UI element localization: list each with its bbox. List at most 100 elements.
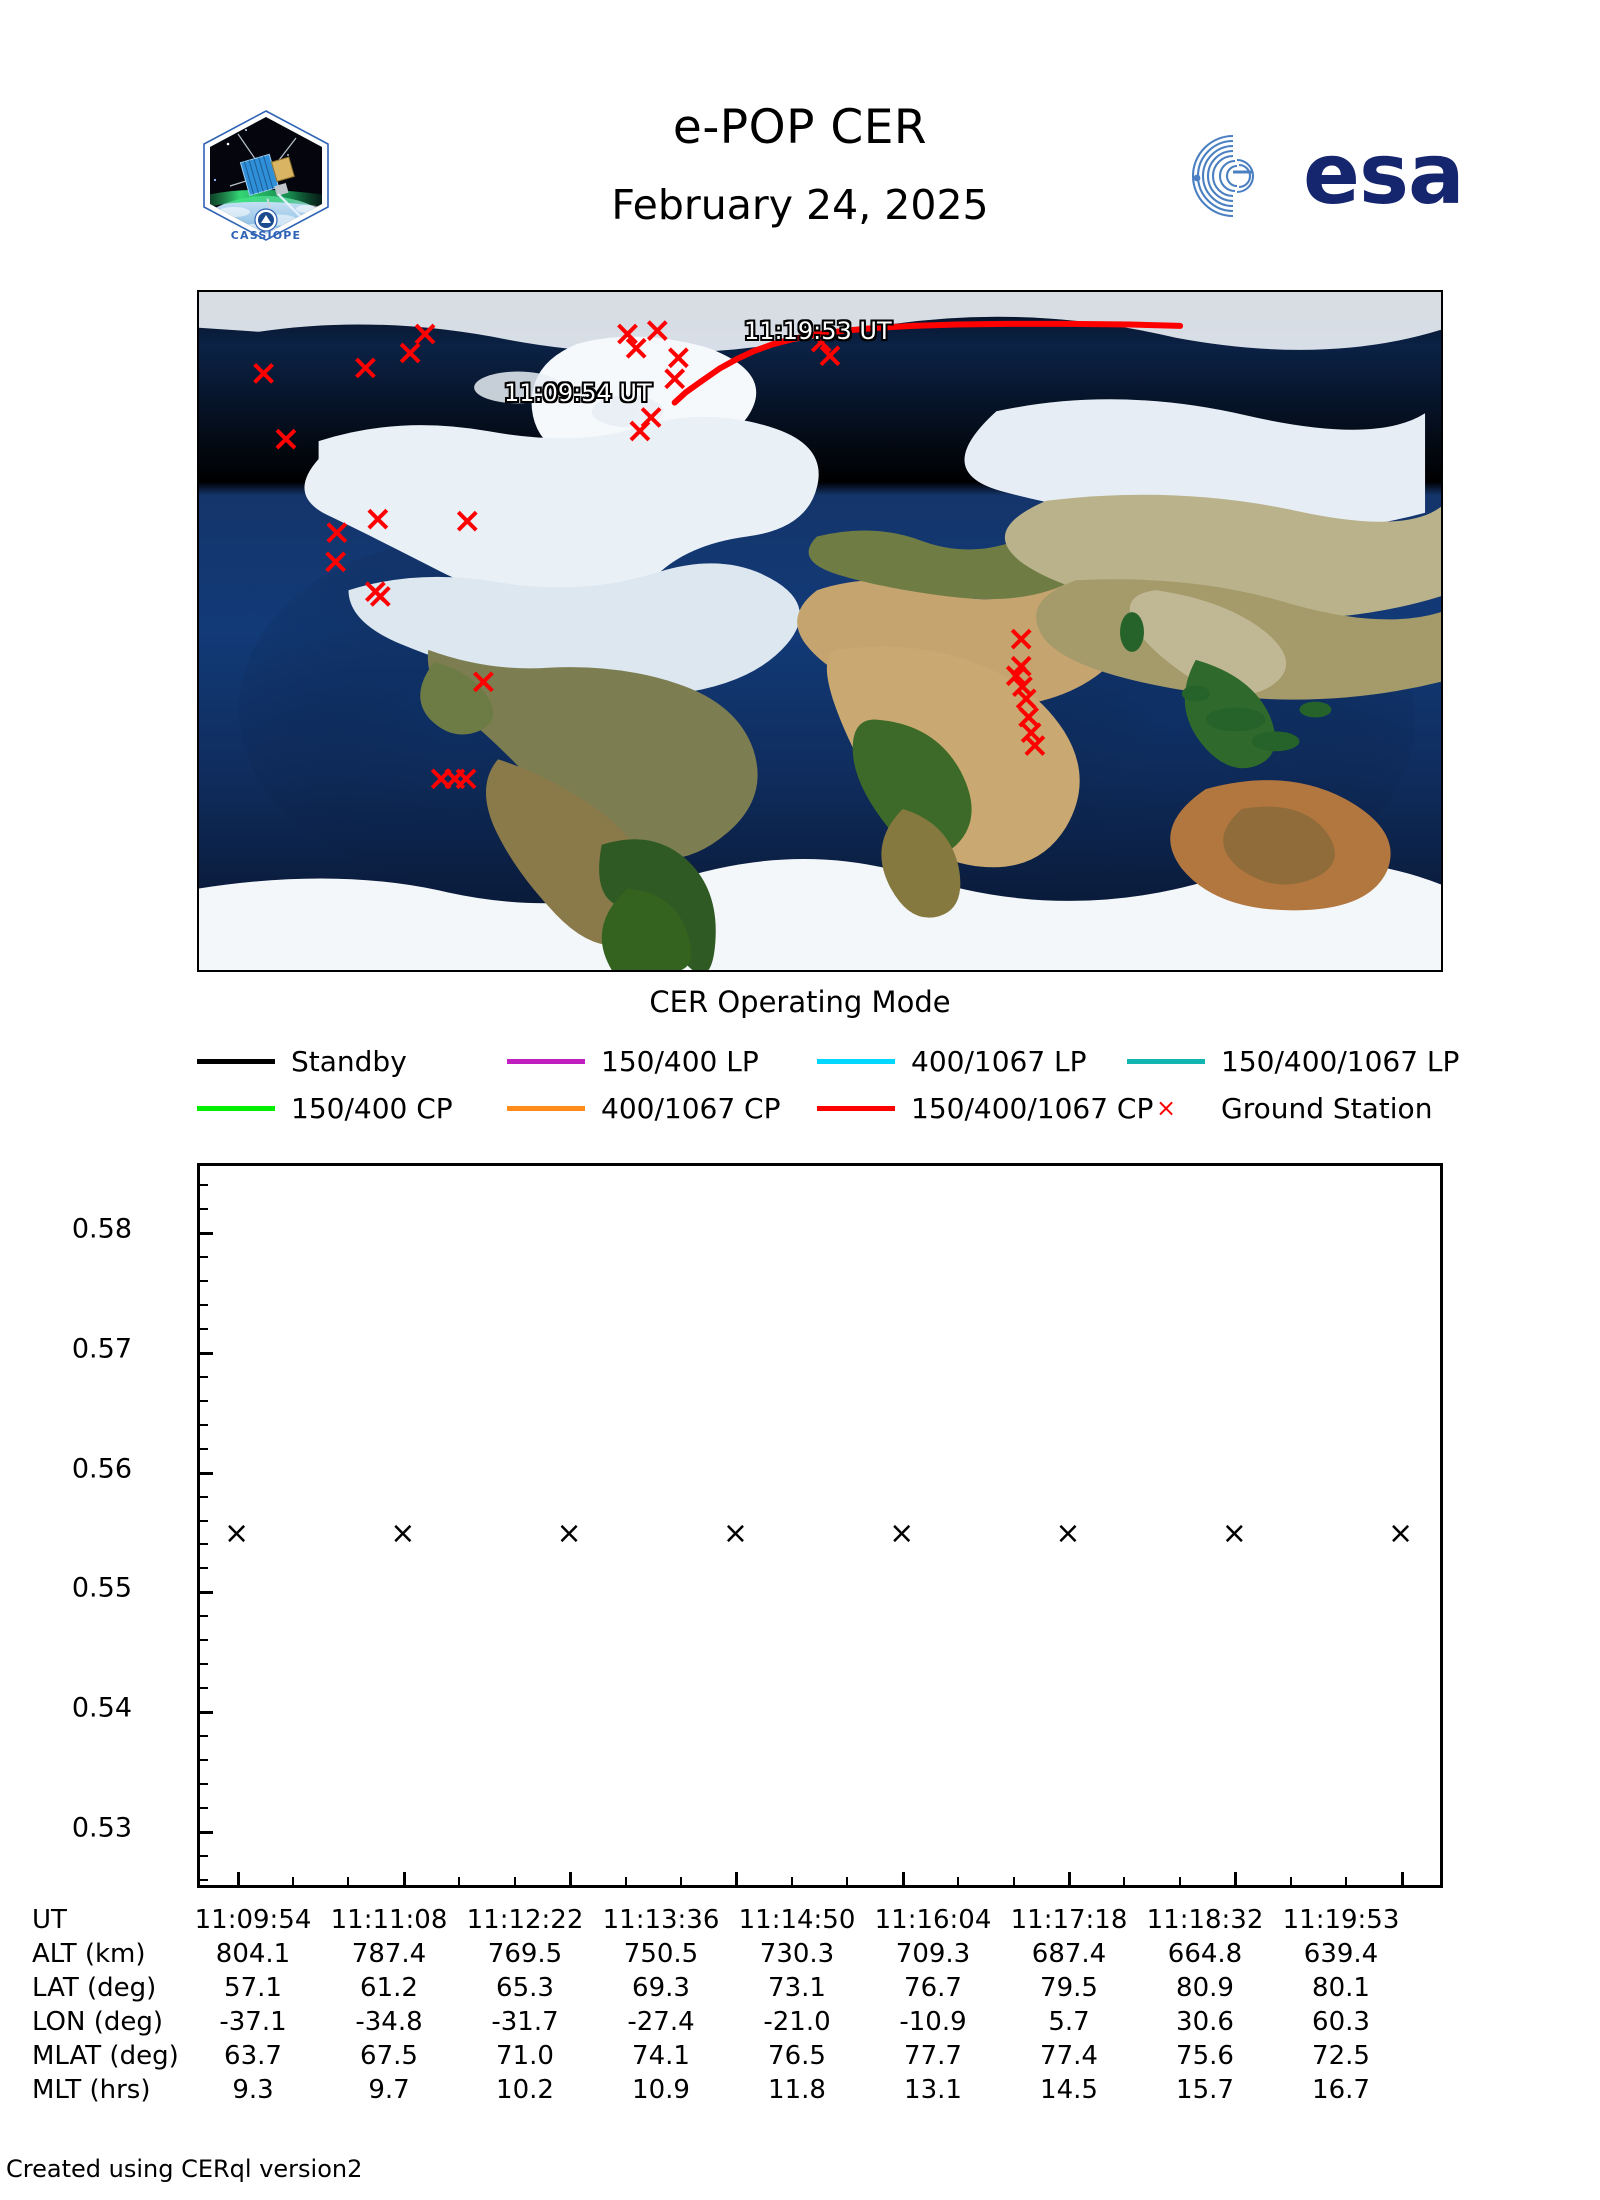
table-cell: 11:13:36 — [602, 1905, 720, 1935]
table-row: MLT (hrs) 9.3 9.7 10.2 10.9 11.8 13.1 14.5 15.7 1… — [0, 2075, 1600, 2106]
table-cell: 60.3 — [1312, 2007, 1370, 2037]
table-cell: 14.5 — [1040, 2075, 1098, 2105]
table-row: ALT (km) 804.1 787.4 769.5 750.5 730.3 709.3 68… — [0, 1939, 1600, 1970]
table-cell: 67.5 — [360, 2041, 418, 2071]
legend-label: 400/1067 CP — [601, 1091, 781, 1125]
ground-track-overlay — [253, 320, 1184, 790]
table-cell: 10.9 — [632, 2075, 690, 2105]
table-cell: -21.0 — [763, 2007, 831, 2037]
ground-station-marker-icon — [1018, 706, 1040, 728]
x-axis-minor-tick — [1123, 1877, 1126, 1885]
table-row-label: ALT (km) — [32, 1939, 146, 1969]
x-axis-minor-tick — [1345, 1877, 1348, 1885]
ground-station-marker-icon — [1024, 735, 1046, 756]
table-cell: 57.1 — [224, 1973, 282, 2003]
legend-item-400-1067-cp: 400/1067 CP — [507, 1087, 780, 1129]
table-cell: 769.5 — [487, 1939, 563, 1969]
y-axis-minor-tick — [200, 1303, 208, 1306]
y-axis-minor-tick — [200, 1543, 208, 1546]
y-axis-minor-tick — [200, 1735, 208, 1738]
legend-item-standby: Standby — [197, 1040, 407, 1082]
ground-station-marker-icon — [629, 420, 651, 442]
legend-color-swatch — [817, 1058, 895, 1064]
ground-station-marker-icon — [819, 345, 841, 367]
ground-track-map[interactable]: 11:09:54 UT 11:19:53 UT — [197, 290, 1443, 972]
table-cell: 30.6 — [1176, 2007, 1234, 2037]
cer-current-plot[interactable]: × × × × × × × × — [197, 1163, 1443, 1888]
table-cell: 11:09:54 — [194, 1905, 312, 1935]
y-axis-minor-tick — [200, 1807, 208, 1810]
y-axis-tick-label: 0.53 — [71, 1812, 132, 1844]
x-axis-major-tick — [402, 1872, 406, 1885]
data-point-marker: × — [889, 1515, 915, 1551]
y-axis-major-tick — [200, 1231, 213, 1235]
table-row: MLAT (deg) 63.7 67.5 71.0 74.1 76.5 77.7 77.4 75… — [0, 2041, 1600, 2072]
ground-station-marker-icon — [455, 768, 477, 790]
table-row: LON (deg) -37.1 -34.8 -31.7 -27.4 -21.0 -10.9 5… — [0, 2007, 1600, 2038]
table-cell: 73.1 — [768, 1973, 826, 2003]
x-axis-major-tick — [569, 1872, 573, 1885]
y-axis-major-tick — [200, 1711, 213, 1715]
ground-station-marker-icon — [456, 510, 478, 532]
y-axis-tick-label: 0.56 — [71, 1453, 132, 1485]
legend-item-150-400-1067-lp: 150/400/1067 LP — [1127, 1040, 1459, 1082]
plot-inner-area: × × × × × × × × — [200, 1166, 1440, 1885]
table-cell: -31.7 — [491, 2007, 559, 2037]
table-cell: 80.1 — [1312, 1973, 1370, 2003]
ground-station-marker-icon — [369, 586, 391, 607]
operating-mode-legend: Standby 150/400 LP 400/1067 LP 150/400/1067… — [197, 1040, 1459, 1132]
y-axis-major-tick — [200, 1471, 213, 1475]
y-axis-minor-tick — [200, 1639, 208, 1642]
table-cell: 11:18:32 — [1146, 1905, 1264, 1935]
table-cell: 80.9 — [1176, 1973, 1234, 2003]
x-axis-minor-tick — [1289, 1877, 1292, 1885]
y-axis-minor-tick — [200, 1519, 208, 1522]
table-cell: 11:17:18 — [1010, 1905, 1128, 1935]
table-row-label: LAT (deg) — [32, 1973, 157, 2003]
table-cell: -37.1 — [219, 2007, 287, 2037]
table-cell: 787.4 — [351, 1939, 427, 1969]
table-cell: 11.8 — [768, 2075, 826, 2105]
esa-logo: esa — [1175, 130, 1465, 222]
y-axis-minor-tick — [200, 1855, 208, 1858]
y-axis-minor-tick — [200, 1183, 208, 1186]
ground-station-marker-icon — [617, 323, 638, 345]
ground-station-marker-icon — [326, 522, 348, 544]
y-axis-major-tick — [200, 1351, 213, 1355]
legend-label: Standby — [291, 1044, 407, 1078]
y-axis-minor-tick — [200, 1423, 208, 1426]
table-cell: 10.2 — [496, 2075, 554, 2105]
table-cell: 5.7 — [1048, 2007, 1090, 2037]
table-cell: 664.8 — [1167, 1939, 1243, 1969]
legend-label: 150/400 LP — [601, 1044, 759, 1078]
table-cell: 687.4 — [1031, 1939, 1107, 1969]
legend-color-swatch — [197, 1058, 275, 1064]
legend-label: 150/400 CP — [291, 1091, 453, 1125]
y-axis-major-tick — [200, 1591, 213, 1595]
legend-color-swatch — [197, 1105, 275, 1111]
legend-item-150-400-1067-cp: 150/400/1067 CP — [817, 1087, 1153, 1129]
legend-row: Standby 150/400 LP 400/1067 LP 150/400/1067… — [197, 1040, 1459, 1082]
table-row-label: LON (deg) — [32, 2007, 164, 2037]
x-axis-major-tick — [1400, 1872, 1404, 1885]
legend-color-swatch — [507, 1058, 585, 1064]
y-axis-minor-tick — [200, 1663, 208, 1666]
table-cell: 74.1 — [632, 2041, 690, 2071]
table-cell: 15.7 — [1176, 2075, 1234, 2105]
x-axis-minor-tick — [624, 1877, 627, 1885]
satellite-ground-track — [671, 320, 1184, 406]
table-cell: -10.9 — [899, 2007, 967, 2037]
data-point-marker: × — [224, 1515, 250, 1551]
ground-station-marker-icon — [646, 320, 668, 341]
ground-station-marker-icon — [1005, 665, 1027, 687]
legend-item-150-400-lp: 150/400 LP — [507, 1040, 759, 1082]
data-point-marker: × — [1221, 1515, 1247, 1551]
y-axis-minor-tick — [200, 1759, 208, 1762]
page-subtitle-date: February 24, 2025 — [611, 181, 989, 229]
table-cell: 65.3 — [496, 1973, 554, 2003]
table-cell: 750.5 — [623, 1939, 699, 1969]
esa-emblem-icon — [1191, 134, 1255, 218]
cassiope-mission-patch-icon: CASSIOPE — [200, 108, 332, 243]
y-axis-minor-tick — [200, 1879, 208, 1881]
